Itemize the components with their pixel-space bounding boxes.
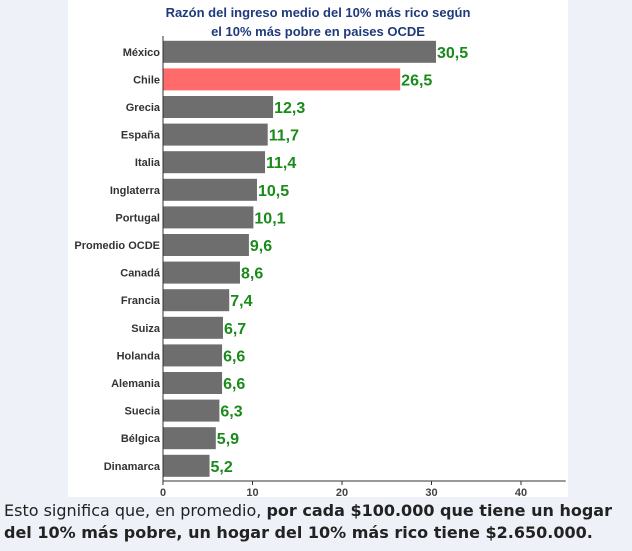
- bar-portugal: [163, 206, 254, 229]
- category-label-holanda: Holanda: [117, 350, 161, 362]
- bar-chart: Razón del ingreso medio del 10% más rico…: [74, 5, 566, 497]
- value-label-portugal: 10,1: [254, 210, 285, 227]
- bar-italia: [163, 151, 266, 174]
- bar-mexico: [163, 40, 436, 63]
- x-tick-label-20: 20: [336, 487, 348, 497]
- bar-espana: [163, 123, 268, 146]
- category-label-italia: Italia: [135, 157, 161, 169]
- value-label-inglaterra: 10,5: [258, 183, 289, 200]
- bar-suecia: [163, 399, 220, 422]
- bar-inglaterra: [163, 178, 257, 201]
- chart-title-line-1: Razón del ingreso medio del 10% más rico…: [166, 5, 471, 20]
- bar-belgica: [163, 427, 216, 450]
- value-label-dinamarca: 5,2: [211, 459, 233, 476]
- value-label-mexico: 30,5: [437, 45, 468, 62]
- category-label-grecia: Grecia: [126, 102, 161, 114]
- category-label-portugal: Portugal: [115, 212, 160, 224]
- value-label-belgica: 5,9: [217, 431, 239, 448]
- bar-promedio-ocde: [163, 234, 249, 256]
- category-label-espana: España: [121, 130, 161, 142]
- value-label-suecia: 6,3: [220, 404, 242, 421]
- value-label-francia: 7,4: [230, 293, 252, 310]
- value-label-grecia: 12,3: [274, 100, 305, 117]
- bar-suiza: [163, 316, 223, 339]
- bar-grecia: [163, 96, 274, 118]
- caption-plain: Esto significa que, en promedio,: [4, 501, 267, 520]
- bar-francia: [163, 289, 230, 312]
- category-label-chile: Chile: [133, 74, 160, 86]
- caption-text: Esto significa que, en promedio, por cad…: [4, 500, 628, 544]
- category-label-canada: Canadá: [120, 268, 161, 280]
- category-label-promedio-ocde: Promedio OCDE: [74, 240, 160, 252]
- x-tick-label-40: 40: [515, 487, 527, 497]
- x-tick-label-30: 30: [425, 487, 437, 497]
- x-tick-label-10: 10: [246, 487, 258, 497]
- value-label-promedio-ocde: 9,6: [250, 238, 272, 255]
- category-label-dinamarca: Dinamarca: [104, 461, 161, 473]
- value-label-suiza: 6,7: [224, 321, 246, 338]
- x-tick-label-0: 0: [160, 487, 166, 497]
- bar-canada: [163, 261, 240, 284]
- category-label-suiza: Suiza: [131, 323, 161, 335]
- x-axis: 0 10 20 30 40: [160, 36, 566, 497]
- caption-bold: por cada $100.000 que tiene un hogar del…: [4, 501, 612, 542]
- category-label-alemania: Alemania: [111, 378, 161, 390]
- value-label-alemania: 6,6: [223, 376, 245, 393]
- value-label-canada: 8,6: [241, 266, 263, 283]
- category-label-suecia: Suecia: [125, 406, 161, 418]
- chart-panel: Razón del ingreso medio del 10% más rico…: [68, 0, 568, 497]
- bars-group: México 30,5 Chile 26,5 Grecia 12,3 España 11,7 I…: [74, 40, 468, 477]
- bar-alemania: [163, 372, 223, 394]
- value-label-italia: 11,4: [266, 155, 296, 172]
- bar-holanda: [163, 344, 223, 367]
- value-label-chile: 26,5: [401, 72, 432, 89]
- category-label-mexico: México: [123, 47, 161, 59]
- category-label-inglaterra: Inglaterra: [110, 185, 161, 197]
- category-label-belgica: Bélgica: [121, 433, 161, 445]
- bar-dinamarca: [163, 454, 210, 477]
- bar-chile: [163, 68, 401, 91]
- category-label-francia: Francia: [121, 295, 161, 307]
- value-label-espana: 11,7: [269, 128, 299, 145]
- chart-title-line-2: el 10% más pobre en paises OCDE: [211, 24, 425, 39]
- value-label-holanda: 6,6: [223, 348, 245, 365]
